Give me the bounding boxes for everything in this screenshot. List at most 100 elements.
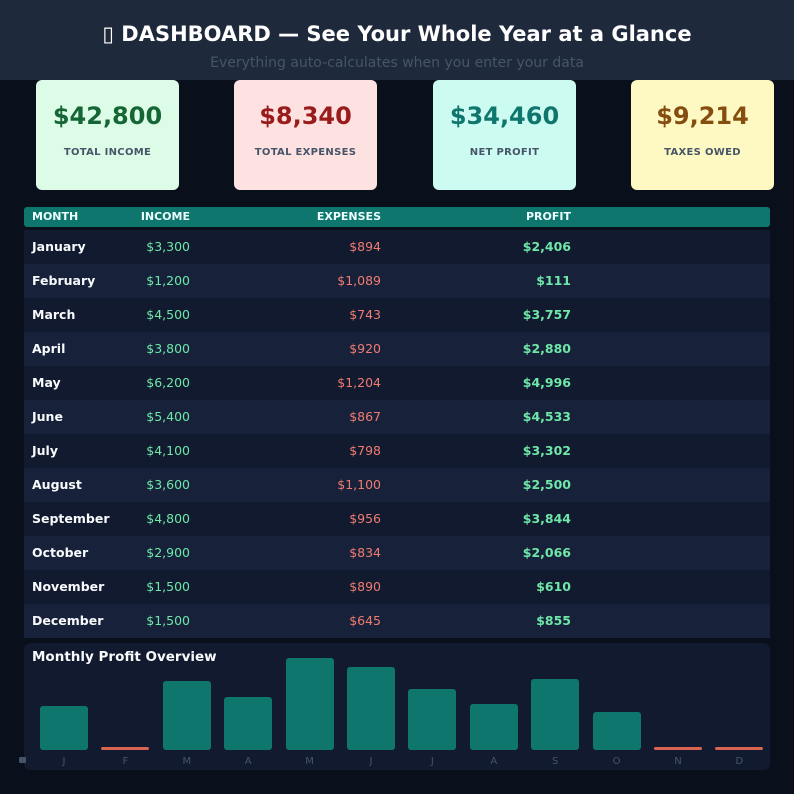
- cell-month: February: [32, 273, 96, 288]
- chart-bar: [224, 697, 273, 750]
- page-subtitle: Everything auto-calculates when you ente…: [210, 55, 584, 71]
- cell-income: $5,400: [146, 409, 190, 424]
- cell-income: $3,600: [146, 477, 190, 492]
- table-row[interactable]: July $4,100 $798 $3,302: [24, 434, 770, 468]
- cell-month: August: [32, 477, 82, 492]
- net-profit-card: $34,460 NET PROFIT: [433, 80, 576, 190]
- cell-expenses: $1,089: [337, 273, 381, 288]
- taxes-owed-label: TAXES OWED: [664, 147, 741, 158]
- cell-income: $2,900: [146, 545, 190, 560]
- cell-profit: $3,844: [522, 511, 571, 526]
- column-header-profit: PROFIT: [526, 210, 571, 223]
- cell-month: January: [32, 239, 86, 254]
- column-header-expenses: EXPENSES: [316, 210, 381, 223]
- table-header: MONTH INCOME EXPENSES PROFIT: [24, 207, 770, 227]
- cell-profit: $4,996: [522, 375, 571, 390]
- total-expenses-value: $8,340: [259, 102, 352, 130]
- cell-income: $4,500: [146, 307, 190, 322]
- cell-profit: $2,880: [522, 341, 571, 356]
- chart-x-label: J: [62, 756, 66, 767]
- chart-x-label: O: [612, 756, 621, 767]
- taxes-owed-value: $9,214: [656, 102, 749, 130]
- total-income-card: $42,800 TOTAL INCOME: [36, 80, 179, 190]
- cell-month: June: [32, 409, 63, 424]
- cell-expenses: $645: [349, 613, 381, 628]
- table-row[interactable]: June $5,400 $867 $4,533: [24, 400, 770, 434]
- column-header-income: INCOME: [140, 210, 190, 223]
- table-row[interactable]: March $4,500 $743 $3,757: [24, 298, 770, 332]
- table-row[interactable]: May $6,200 $1,204 $4,996: [24, 366, 770, 400]
- table-row[interactable]: October $2,900 $834 $2,066: [24, 536, 770, 570]
- cell-profit: $2,406: [522, 239, 571, 254]
- cell-expenses: $1,100: [337, 477, 381, 492]
- chart-x-label: A: [490, 756, 498, 767]
- cell-expenses: $1,204: [337, 375, 381, 390]
- table-row[interactable]: September $4,800 $956 $3,844: [24, 502, 770, 536]
- chart-x-label: J: [430, 756, 434, 767]
- chart-x-label: M: [305, 756, 314, 767]
- cell-profit: $2,500: [522, 477, 571, 492]
- chat-bubble-icon[interactable]: [19, 757, 26, 763]
- cell-income: $4,100: [146, 443, 190, 458]
- total-expenses-card: $8,340 TOTAL EXPENSES: [234, 80, 377, 190]
- chart-bar: [285, 658, 334, 750]
- column-header-month: MONTH: [32, 210, 79, 223]
- chart-x-label: A: [244, 756, 252, 767]
- chart-bar: [592, 712, 641, 750]
- total-expenses-label: TOTAL EXPENSES: [254, 147, 357, 158]
- chart-x-label: F: [122, 756, 129, 767]
- header: ▯ DASHBOARD — See Your Whole Year at a G…: [0, 0, 794, 80]
- cell-income: $1,200: [146, 273, 190, 288]
- chart-bar: [469, 704, 518, 750]
- cell-income: $1,500: [146, 613, 190, 628]
- cell-month: May: [32, 375, 61, 390]
- chart-bar: [162, 681, 211, 750]
- table-row[interactable]: April $3,800 $920 $2,880: [24, 332, 770, 366]
- cell-profit: $4,533: [522, 409, 571, 424]
- cell-profit: $111: [536, 273, 571, 288]
- chart-bar: [101, 747, 150, 750]
- cell-month: July: [32, 443, 58, 458]
- monthly-profit-chart: Monthly Profit Overview J F M A M J J A S O N D: [24, 643, 770, 770]
- cell-profit: $3,302: [522, 443, 571, 458]
- chart-bar: [654, 747, 702, 750]
- taxes-owed-card: $9,214 TAXES OWED: [631, 80, 774, 190]
- cell-expenses: $798: [349, 443, 381, 458]
- cell-expenses: $894: [349, 239, 381, 254]
- cell-month: November: [32, 579, 105, 594]
- chart-bar: [531, 679, 580, 750]
- total-income-value: $42,800: [52, 102, 163, 130]
- table-row[interactable]: November $1,500 $890 $610: [24, 570, 770, 604]
- cell-expenses: $743: [349, 307, 381, 322]
- table-row[interactable]: January $3,300 $894 $2,406: [24, 230, 770, 264]
- cell-month: April: [32, 341, 66, 356]
- cell-profit: $3,757: [522, 307, 571, 322]
- table-row[interactable]: December $1,500 $645 $855: [24, 604, 770, 638]
- table-body: January $3,300 $894 $2,406 February $1,200 $1…: [24, 230, 770, 638]
- chart-x-label: S: [552, 756, 559, 767]
- cell-month: December: [32, 613, 104, 628]
- chart-title: Monthly Profit Overview: [32, 649, 217, 665]
- table-row[interactable]: August $3,600 $1,100 $2,500: [24, 468, 770, 502]
- cell-profit: $610: [536, 579, 571, 594]
- chart-x-label: M: [182, 756, 192, 767]
- chart-x-label: N: [674, 756, 682, 767]
- net-profit-value: $34,460: [449, 102, 560, 130]
- page-title: ▯ DASHBOARD — See Your Whole Year at a G…: [102, 22, 692, 46]
- chart-x-label: D: [735, 756, 744, 767]
- net-profit-label: NET PROFIT: [469, 147, 540, 158]
- chart-bar: [347, 667, 395, 750]
- table-row[interactable]: February $1,200 $1,089 $111: [24, 264, 770, 298]
- cell-expenses: $920: [349, 341, 381, 356]
- cell-income: $3,300: [146, 239, 190, 254]
- cell-income: $1,500: [146, 579, 190, 594]
- cell-month: October: [32, 545, 89, 560]
- chart-bar: [408, 689, 457, 750]
- cell-profit: $2,066: [522, 545, 571, 560]
- cell-expenses: $834: [349, 545, 381, 560]
- cell-income: $3,800: [146, 341, 190, 356]
- cell-expenses: $956: [349, 511, 381, 526]
- chart-bar: [715, 747, 764, 750]
- cell-profit: $855: [536, 613, 571, 628]
- cell-month: March: [32, 307, 76, 322]
